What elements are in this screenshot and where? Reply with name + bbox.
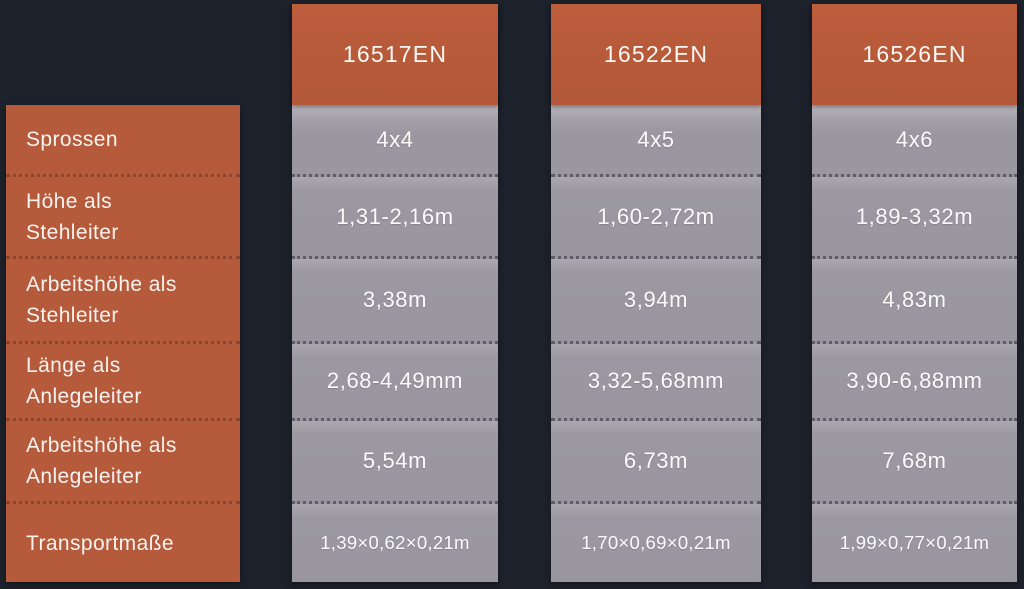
spec-value-cell: 3,90-6,88mm	[812, 341, 1017, 418]
spec-value-cell: 6,73m	[551, 418, 761, 501]
product-column-16517en: 16517EN 4x4 1,31-2,16m 3,38m 2,68-4,49mm…	[292, 4, 498, 582]
spec-value-cell: 1,60-2,72m	[551, 174, 761, 256]
spec-value-cell: 3,94m	[551, 256, 761, 341]
spec-value-cell: 4x4	[292, 105, 498, 174]
row-label-sprossen: Sprossen	[6, 105, 240, 174]
spec-value-cell: 1,89-3,32m	[812, 174, 1017, 256]
row-label-laenge-anlegeleiter: Länge als Anlegeleiter	[6, 341, 240, 418]
spec-value-cell: 5,54m	[292, 418, 498, 501]
spec-value-cell: 1,70×0,69×0,21m	[551, 501, 761, 582]
product-code-header: 16526EN	[812, 4, 1017, 105]
product-column-16522en: 16522EN 4x5 1,60-2,72m 3,94m 3,32-5,68mm…	[551, 4, 761, 582]
spec-value-cell: 1,39×0,62×0,21m	[292, 501, 498, 582]
product-column-16526en: 16526EN 4x6 1,89-3,32m 4,83m 3,90-6,88mm…	[812, 4, 1017, 582]
spec-value-cell: 3,38m	[292, 256, 498, 341]
spec-value-cell: 2,68-4,49mm	[292, 341, 498, 418]
spec-value-cell: 4x6	[812, 105, 1017, 174]
row-label-arbeitshoehe-anlegeleiter: Arbeitshöhe als Anlegeleiter	[6, 418, 240, 501]
spec-value-cell: 1,99×0,77×0,21m	[812, 501, 1017, 582]
spec-value-cell: 4x5	[551, 105, 761, 174]
spec-value-cell: 7,68m	[812, 418, 1017, 501]
spec-value-cell: 3,32-5,68mm	[551, 341, 761, 418]
spec-value-cell: 1,31-2,16m	[292, 174, 498, 256]
row-labels-column: Sprossen Höhe als Stehleiter Arbeitshöhe…	[6, 105, 240, 582]
row-label-transportmasse: Transportmaße	[6, 501, 240, 582]
spec-value-cell: 4,83m	[812, 256, 1017, 341]
product-code-header: 16517EN	[292, 4, 498, 105]
row-label-arbeitshoehe-stehleiter: Arbeitshöhe als Stehleiter	[6, 256, 240, 341]
row-label-hoehe-stehleiter: Höhe als Stehleiter	[6, 174, 240, 256]
product-code-header: 16522EN	[551, 4, 761, 105]
